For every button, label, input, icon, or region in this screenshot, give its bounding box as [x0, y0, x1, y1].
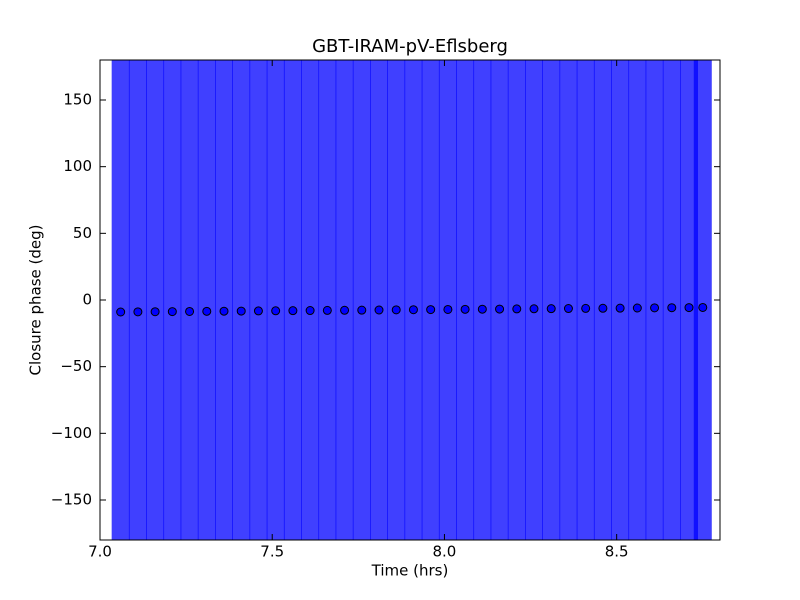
data-point: [581, 303, 591, 313]
x-axis-label: Time (hrs): [371, 562, 449, 580]
data-point: [477, 304, 487, 314]
data-point: [529, 304, 539, 314]
y-tick-label: −50: [60, 357, 92, 375]
y-tick-label: −150: [51, 491, 92, 509]
data-point: [167, 307, 177, 317]
data-point: [632, 303, 642, 313]
data-point: [322, 305, 332, 315]
data-point: [133, 307, 143, 317]
data-point: [202, 306, 212, 316]
data-point: [185, 306, 195, 316]
data-point: [236, 306, 246, 316]
x-tick-label: 8.0: [433, 543, 457, 561]
x-tick-label: 8.5: [605, 543, 629, 561]
chart-title: GBT-IRAM-pV-Eflsberg: [312, 36, 508, 57]
data-point: [288, 306, 298, 316]
data-point: [495, 304, 505, 314]
data-point: [615, 303, 625, 313]
data-point: [698, 302, 708, 312]
data-point: [598, 303, 608, 313]
y-axis-label: Closure phase (deg): [27, 225, 45, 376]
data-point: [271, 306, 281, 316]
data-point: [340, 305, 350, 315]
data-point: [546, 304, 556, 314]
y-tick-label: 50: [73, 224, 92, 242]
data-point: [426, 305, 436, 315]
y-tick-label: 150: [63, 91, 92, 109]
data-point: [253, 306, 263, 316]
data-point: [357, 305, 367, 315]
y-tick-label: 0: [82, 291, 92, 309]
data-point: [374, 305, 384, 315]
x-tick-label: 7.0: [88, 543, 112, 561]
data-point: [391, 305, 401, 315]
plot-area: [111, 60, 712, 540]
data-point: [443, 304, 453, 314]
x-tick-label: 7.5: [260, 543, 284, 561]
data-point: [408, 305, 418, 315]
data-point: [650, 303, 660, 313]
data-point: [460, 304, 470, 314]
y-tick-label: 100: [63, 157, 92, 175]
data-point: [667, 303, 677, 313]
data-point: [219, 306, 229, 316]
data-point: [116, 307, 126, 317]
data-point: [305, 306, 315, 316]
data-point: [684, 303, 694, 313]
data-point: [150, 307, 160, 317]
y-tick-label: −100: [51, 424, 92, 442]
data-point: [512, 304, 522, 314]
data-point: [563, 304, 573, 314]
